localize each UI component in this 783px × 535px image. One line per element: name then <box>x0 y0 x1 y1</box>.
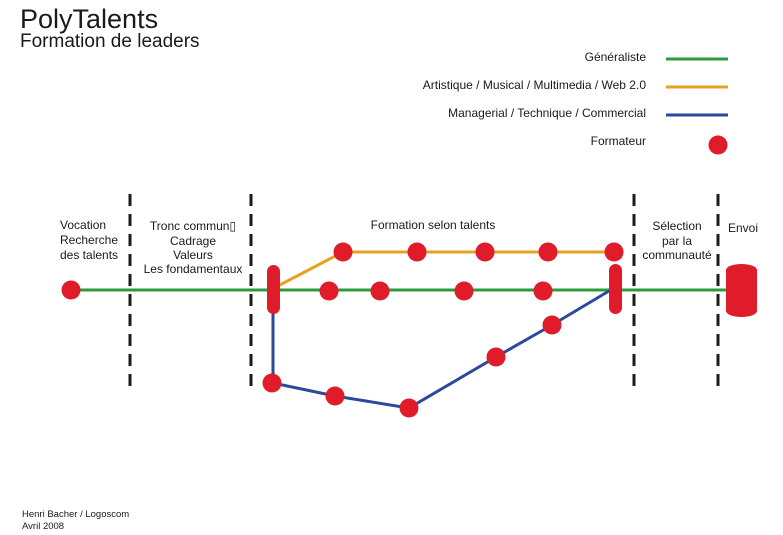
credit: Henri Bacher / Logoscom Avril 2008 <box>22 509 129 533</box>
legend-label-managerial: Managerial / Technique / Commercial <box>448 106 646 120</box>
credit-author: Henri Bacher / Logoscom <box>22 509 130 520</box>
diagram-subtitle: Formation de leaders <box>20 31 200 52</box>
station-managerial-5 <box>542 315 562 335</box>
stage-envoi-label: Envoi <box>728 221 758 235</box>
stage-selection-line-3: communauté <box>642 248 712 262</box>
stage-labels: Vocation Recherche des talents Tronc com… <box>60 218 758 276</box>
stage-vocation-line-2: Recherche <box>60 233 118 247</box>
stage-formation-label: Formation selon talents <box>371 218 496 232</box>
stage-selection-line-2: par la <box>662 234 692 248</box>
station-managerial-3 <box>399 398 419 418</box>
station-artistique-2 <box>407 242 427 262</box>
legend-label-generaliste: Généraliste <box>585 50 647 64</box>
junctions <box>267 264 622 314</box>
station-artistique-1 <box>333 242 353 262</box>
stage-tronc-line-2: Cadrage <box>170 234 216 248</box>
station-vocation <box>61 280 81 300</box>
station-managerial-1 <box>262 373 282 393</box>
stage-tronc-line-1: Tronc commun▯ <box>150 219 236 233</box>
diagram-title: PolyTalents <box>20 4 159 34</box>
junction-left <box>267 265 280 314</box>
credit-date: Avril 2008 <box>22 521 65 532</box>
station-artistique-4 <box>538 242 558 262</box>
legend: Généraliste Artistique / Musical / Multi… <box>423 50 728 155</box>
stage-vocation-line-3: des talents <box>60 248 118 262</box>
stage-tronc-line-3: Valeurs <box>173 248 213 262</box>
stage-tronc-line-4: Les fondamentaux <box>144 262 243 276</box>
envoi-cylinder <box>726 264 757 317</box>
station-managerial-2 <box>325 386 345 406</box>
station-managerial-4 <box>486 347 506 367</box>
station-generaliste-1 <box>319 281 339 301</box>
formateur-stations <box>61 242 624 418</box>
stage-dividers <box>128 194 720 386</box>
station-generaliste-3 <box>454 281 474 301</box>
station-artistique-5 <box>604 242 624 262</box>
legend-label-formateur: Formateur <box>591 134 646 148</box>
legend-label-artistique: Artistique / Musical / Multimedia / Web … <box>423 78 647 92</box>
track-managerial <box>271 286 615 410</box>
stage-selection-line-1: Sélection <box>652 219 701 233</box>
station-artistique-3 <box>475 242 495 262</box>
station-generaliste-2 <box>370 281 390 301</box>
stage-vocation-line-1: Vocation <box>60 218 106 232</box>
station-generaliste-4 <box>533 281 553 301</box>
legend-dot-formateur <box>708 135 728 155</box>
junction-right <box>609 264 622 314</box>
